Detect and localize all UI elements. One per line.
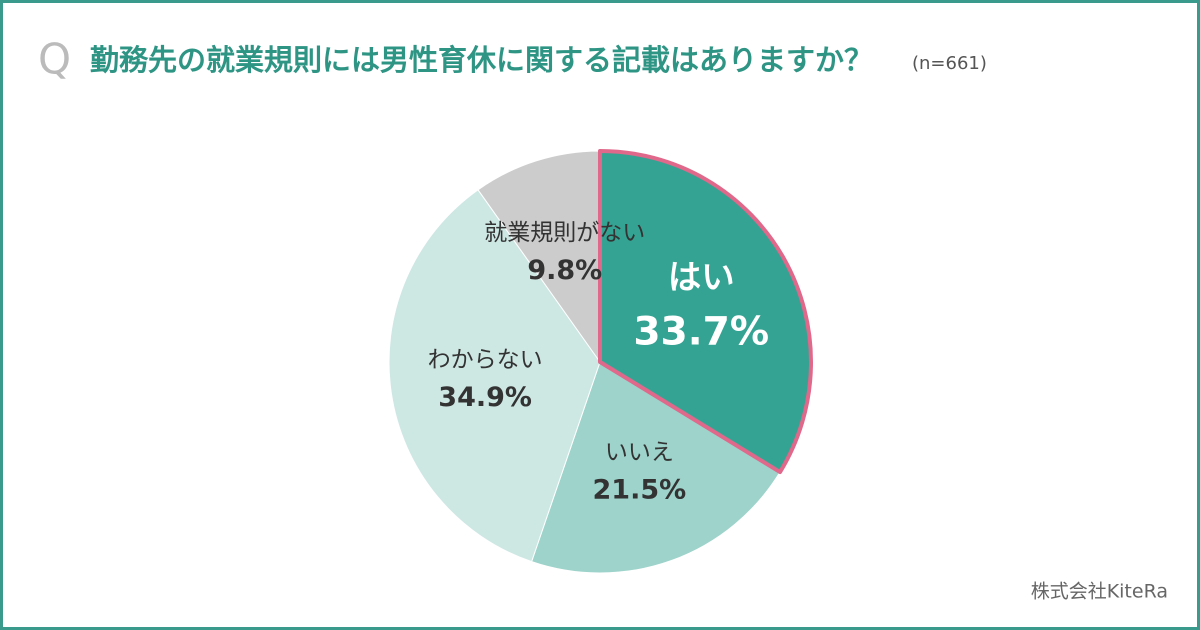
question-mark: Q bbox=[38, 35, 71, 84]
source: 株式会社KiteRa bbox=[1031, 581, 1168, 603]
slice-value: 9.8% bbox=[527, 255, 602, 286]
chart-title: 勤務先の就業規則には男性育休に関する記載はありますか？ bbox=[90, 43, 873, 77]
slice-label: わからない bbox=[428, 347, 543, 373]
pie-slice bbox=[388, 189, 601, 563]
chart-subtitle: (n=661) bbox=[912, 53, 987, 74]
slice-label: いいえ bbox=[605, 440, 674, 466]
slice-value: 21.5% bbox=[593, 475, 687, 506]
pie-slice bbox=[477, 150, 601, 364]
slice-value: 34.9% bbox=[438, 382, 532, 413]
slice-label: 就業規則がない bbox=[484, 220, 645, 246]
pie-slice bbox=[530, 361, 781, 574]
slice-label: はい bbox=[668, 258, 735, 297]
slice-highlight bbox=[598, 149, 813, 475]
slice-value: 33.7% bbox=[633, 310, 769, 355]
